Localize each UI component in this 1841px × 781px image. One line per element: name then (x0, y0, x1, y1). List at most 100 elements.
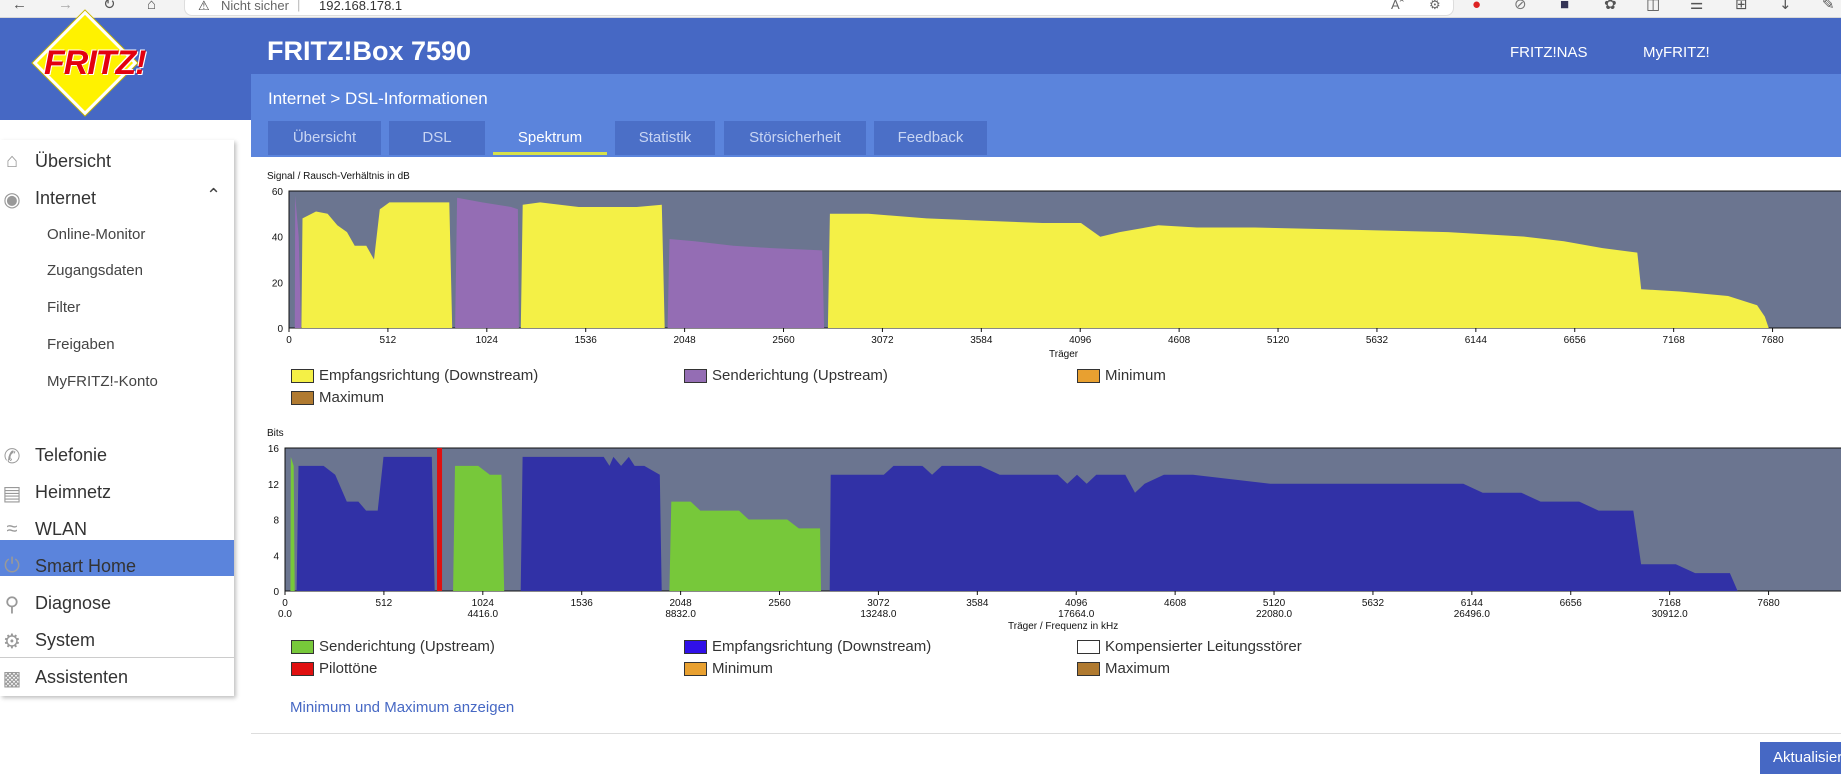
y-tick-label-0: 0 (277, 324, 283, 335)
y-tick-label-2: 40 (272, 233, 284, 244)
x-khz-label-5: 22080.0 (1256, 609, 1293, 620)
sidebar-item-wlan[interactable]: ≈ WLAN (0, 518, 234, 548)
phone-icon: ✆ (3, 446, 21, 468)
legend-snr-minimum: Minimum (1077, 367, 1277, 387)
sidebar-sub-zugangsdaten[interactable]: Zugangsdaten (47, 262, 143, 279)
x-khz-label-7: 30912.0 (1652, 609, 1689, 620)
legend-bits-maximum: Maximum (1077, 660, 1377, 680)
x-khz-label-0: 0.0 (278, 609, 292, 620)
x-tick-label-15: 7680 (1757, 598, 1780, 609)
download-icon[interactable]: ↧ (1779, 0, 1792, 13)
logo-text: FRITZ! (44, 44, 147, 82)
sidebar-selected-row (0, 540, 234, 576)
x-tick-label-5: 2560 (772, 335, 795, 346)
sidebar-item-smart-home[interactable]: ⏻ Smart Home (0, 555, 234, 585)
snr-chart-title: Signal / Rausch-Verhältnis in dB (267, 171, 410, 182)
legend-swatch (1077, 662, 1100, 676)
bits-chart: 0 4 8 12 16 0 512 1024 1536 2048 2560 3072 3584 4096 4… (268, 444, 1841, 620)
show-minmax-link[interactable]: Minimum und Maximum anzeigen (290, 699, 515, 716)
address-bar[interactable]: ⚠ Nicht sicher | 192.168.178.1 Aˆ ⚙ (184, 0, 1454, 16)
wifi-icon: ≈ (6, 518, 18, 540)
sidebar-sub-freigaben[interactable]: Freigaben (47, 336, 115, 353)
sidebar-sub-online-monitor[interactable]: Online-Monitor (47, 226, 146, 243)
split-icon[interactable]: ◫ (1646, 0, 1661, 13)
tab-feedback[interactable]: Feedback (874, 121, 987, 155)
puzzle-icon[interactable]: ✿ (1604, 0, 1617, 13)
legend-bits-pilot: Pilottöne (291, 660, 591, 680)
collections-icon[interactable]: ⊞ (1735, 0, 1748, 13)
sidebar-item-label: Internet (35, 188, 97, 208)
x-tick-label-9: 4608 (1164, 598, 1187, 609)
read-aloud-icon[interactable]: Aˆ (1391, 0, 1404, 12)
legend-label: Pilottöne (319, 660, 378, 677)
reload-icon[interactable]: ↻ (103, 0, 116, 13)
legend-swatch (291, 640, 314, 654)
extension-icon[interactable]: ● (1472, 0, 1482, 13)
x-tick-label-3: 1536 (571, 598, 594, 609)
refresh-button[interactable]: Aktualisieren (1760, 742, 1841, 774)
series-1-segment-2 (829, 465, 1738, 591)
x-tick-label-11: 5632 (1362, 598, 1385, 609)
tab-statistik[interactable]: Statistik (615, 121, 715, 155)
sidebar-item-assistenten[interactable]: ▩ Assistenten (0, 666, 234, 696)
sidebar-item-diagnose[interactable]: ⚲ Diagnose (0, 592, 234, 622)
x-tick-label-1: 512 (376, 598, 393, 609)
sidebar-item-heimnetz[interactable]: ▤ Heimnetz (0, 481, 234, 511)
breadcrumb: Internet > DSL-Informationen (268, 89, 488, 108)
x-tick-label-7: 3584 (970, 335, 993, 346)
sidebar-item-telefonie[interactable]: ✆ Telefonie (0, 444, 234, 474)
settings-icon[interactable]: ⚙ (1429, 0, 1441, 12)
flag-icon[interactable]: ■ (1560, 0, 1570, 13)
x-khz-label-4: 17664.0 (1058, 609, 1095, 620)
block-icon[interactable]: ⊘ (1514, 0, 1527, 13)
x-khz-label-2: 8832.0 (665, 609, 696, 620)
home-icon[interactable]: ⌂ (147, 0, 157, 13)
network-icon: ▤ (2, 483, 22, 505)
bits-chart-xlabel: Träger / Frequenz in kHz (1008, 621, 1119, 632)
series-0-segment-0 (290, 456, 295, 591)
tab-dsl[interactable]: DSL (389, 121, 485, 155)
forward-icon[interactable]: → (58, 0, 73, 13)
app-header (0, 18, 1841, 74)
x-tick-label-4: 2048 (673, 335, 696, 346)
x-khz-label-1: 4416.0 (468, 609, 499, 620)
power-icon: ⏻ (4, 555, 20, 577)
back-icon[interactable]: ← (12, 0, 27, 13)
x-tick-label-8: 4096 (1065, 598, 1088, 609)
tab-stoersicherheit[interactable]: Störsicherheit (724, 121, 866, 155)
sidebar-sub-filter[interactable]: Filter (47, 299, 81, 316)
x-tick-label-4: 2048 (669, 598, 692, 609)
tab-uebersicht[interactable]: Übersicht (268, 121, 381, 155)
series-0-segment-1 (453, 465, 505, 591)
edit-icon[interactable]: ✎ (1822, 0, 1835, 13)
wizard-icon: ▩ (2, 668, 22, 690)
sidebar-item-internet[interactable]: ◉ Internet ⌃ (0, 185, 234, 217)
series-1-segment-1 (455, 197, 519, 328)
sidebar-item-label: WLAN (35, 519, 88, 539)
x-tick-label-0: 0 (282, 598, 288, 609)
fritznas-link[interactable]: FRITZ!NAS (1510, 44, 1588, 61)
chevron-up-icon[interactable]: ⌃ (206, 185, 222, 205)
x-tick-label-12: 6144 (1465, 335, 1488, 346)
globe-icon: ◉ (3, 189, 21, 211)
favorites-icon[interactable]: ☰ (1690, 0, 1704, 13)
x-tick-label-5: 2560 (768, 598, 791, 609)
myfritz-link[interactable]: MyFRITZ! (1643, 44, 1710, 61)
x-tick-label-11: 5632 (1366, 335, 1389, 346)
legend-snr-downstream: Empfangsrichtung (Downstream) (291, 367, 591, 387)
sidebar-sub-dsl-informationen[interactable]: DSL-Informationen (47, 410, 173, 427)
series-1-segment-2 (667, 239, 825, 328)
sidebar-item-system[interactable]: ⚙ System (0, 629, 234, 659)
legend-snr-maximum: Maximum (291, 389, 491, 409)
legend-label: Empfangsrichtung (Downstream) (712, 638, 932, 655)
sidebar-item-uebersicht[interactable]: ⌂ Übersicht (0, 150, 234, 180)
sidebar-item-label: Übersicht (35, 151, 112, 171)
series-0-segment-0 (301, 202, 453, 328)
url-text[interactable]: 192.168.178.1 (319, 0, 403, 13)
sidebar-sub-myfritz-konto[interactable]: MyFRITZ!-Konto (47, 373, 158, 390)
divider (251, 733, 1841, 734)
tab-spektrum[interactable]: Spektrum (493, 121, 607, 155)
legend-swatch (291, 369, 314, 383)
x-tick-label-14: 7168 (1663, 335, 1686, 346)
x-tick-label-15: 7680 (1761, 335, 1784, 346)
